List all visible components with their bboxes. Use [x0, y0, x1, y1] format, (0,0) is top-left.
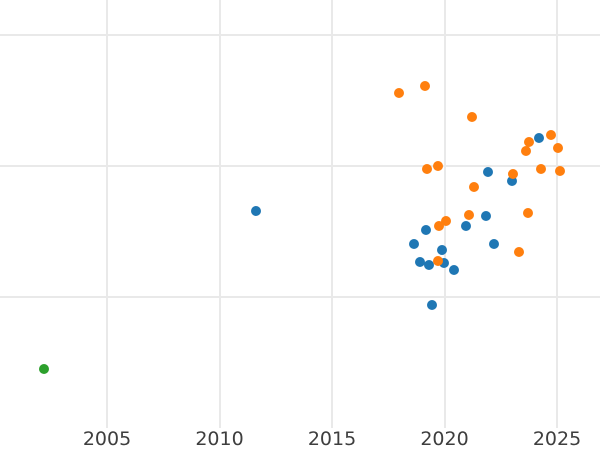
gridline-vertical	[106, 0, 108, 428]
scatter-point-orange	[524, 137, 535, 148]
scatter-point-blue	[437, 244, 448, 255]
scatter-point-blue	[460, 221, 471, 231]
scatter-point-orange	[555, 166, 566, 177]
scatter-point-orange	[463, 210, 474, 220]
scatter-point-orange	[432, 161, 443, 171]
gridline-horizontal	[0, 164, 600, 167]
scatter-point-blue	[420, 224, 431, 235]
scatter-point-blue	[489, 239, 500, 249]
scatter-point-blue	[507, 176, 517, 186]
scatter-point-blue	[426, 299, 437, 310]
scatter-point-orange	[545, 129, 556, 140]
scatter-point-orange	[393, 87, 404, 98]
scatter-point-orange	[507, 168, 518, 179]
gridline-vertical	[331, 0, 333, 428]
x-tick-label: 2015	[307, 428, 357, 450]
scatter-point-blue	[415, 257, 426, 267]
gridline-vertical	[556, 0, 558, 428]
scatter-point-green	[39, 364, 50, 374]
scatter-point-blue	[408, 239, 419, 249]
scatter-point-blue	[482, 166, 493, 177]
scatter-point-orange	[421, 164, 432, 174]
gridline-horizontal	[0, 34, 600, 36]
scatter-point-orange	[522, 208, 533, 218]
scatter-point-blue	[534, 132, 545, 143]
scatter-point-orange	[520, 146, 531, 156]
scatter-point-orange	[441, 216, 452, 226]
scatter-point-orange	[433, 255, 444, 266]
scatter-point-blue	[480, 211, 491, 221]
scatter-point-blue	[439, 257, 450, 268]
gridline-horizontal	[0, 295, 600, 298]
scatter-point-orange	[419, 80, 430, 91]
scatter-point-orange	[552, 143, 563, 153]
scatter-point-orange	[466, 112, 477, 122]
scatter-point-orange	[434, 221, 445, 231]
gridline-vertical	[218, 0, 221, 428]
scatter-point-orange	[535, 163, 546, 174]
scatter-point-orange	[468, 182, 479, 193]
scatter-point-blue	[448, 265, 459, 275]
x-tick-label: 2010	[195, 428, 244, 450]
x-tick-label: 2020	[420, 428, 469, 450]
scatter-point-blue	[251, 206, 262, 216]
scatter-point-blue	[424, 259, 435, 270]
x-tick-label: 2025	[532, 428, 582, 450]
gridline-vertical	[443, 0, 446, 428]
x-tick-label: 2005	[82, 428, 132, 450]
scatter-point-orange	[513, 247, 524, 258]
